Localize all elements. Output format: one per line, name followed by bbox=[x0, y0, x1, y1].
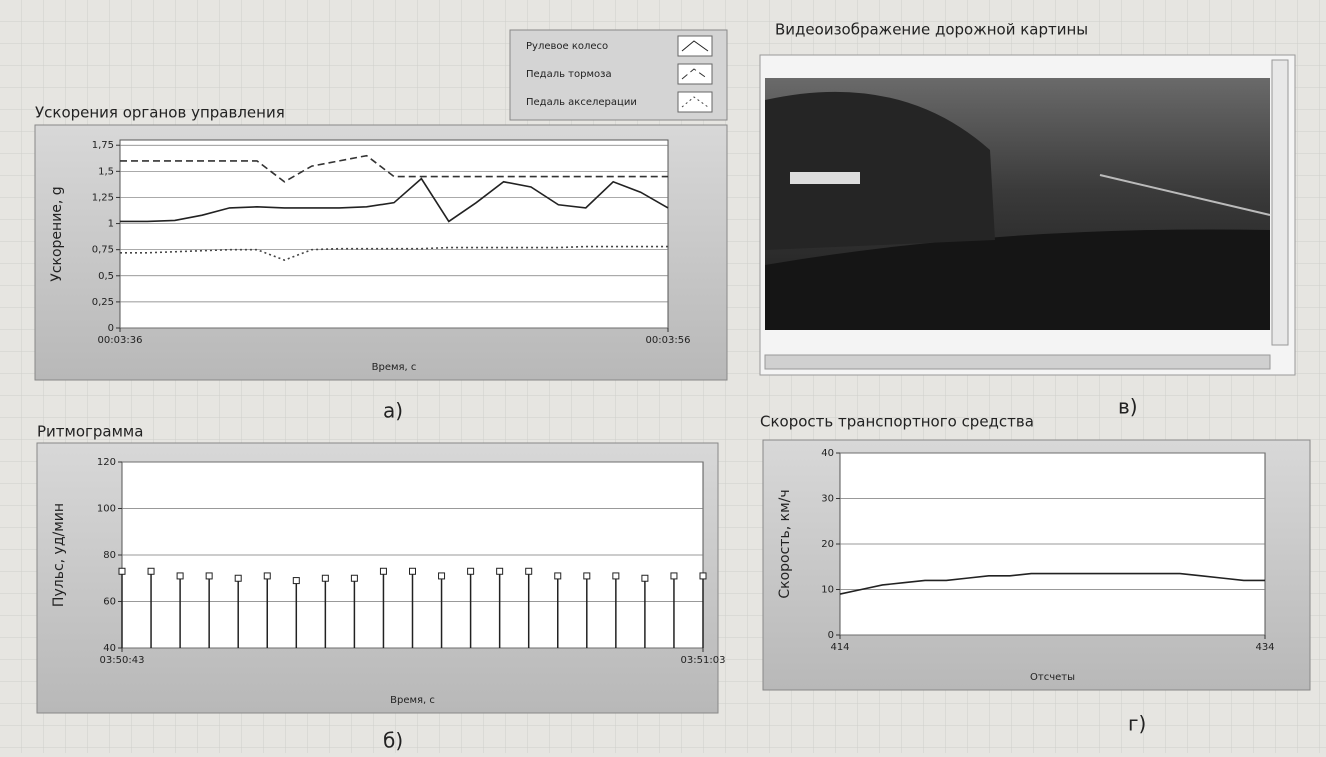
y-axis-label: Скорость, км/ч bbox=[777, 489, 793, 598]
stem-marker bbox=[671, 573, 677, 579]
legend-swatch-box bbox=[678, 92, 712, 112]
stem-marker bbox=[148, 568, 154, 574]
stem-marker bbox=[380, 568, 386, 574]
y-tick-label: 10 bbox=[821, 585, 834, 596]
y-tick-label: 1 bbox=[108, 219, 114, 230]
stem-marker bbox=[235, 575, 241, 581]
y-tick-label: 100 bbox=[97, 504, 116, 515]
legend-swatch-box bbox=[678, 64, 712, 84]
stem-marker bbox=[293, 578, 299, 584]
y-tick-label: 1,25 bbox=[92, 192, 114, 203]
x-axis-label: Время, с bbox=[372, 362, 417, 373]
page: Видеоизображение дорожной картины а) б) … bbox=[0, 0, 1326, 753]
stem-marker bbox=[177, 573, 183, 579]
x-tick-label: 00:03:56 bbox=[646, 335, 691, 346]
y-tick-label: 40 bbox=[821, 448, 834, 459]
legend-swatch-box bbox=[678, 36, 712, 56]
x-tick-label: 03:51:03 bbox=[681, 655, 726, 666]
x-tick-label: 00:03:36 bbox=[98, 335, 143, 346]
caption: б) bbox=[383, 729, 403, 753]
legend-label: Педаль акселерации bbox=[526, 97, 637, 108]
legend-label: Рулевое колесо bbox=[526, 41, 608, 52]
stem-marker bbox=[206, 573, 212, 579]
video-title: Видеоизображение дорожной картины bbox=[775, 21, 1088, 39]
h-scrollbar[interactable] bbox=[765, 355, 1270, 369]
stem-marker bbox=[700, 573, 706, 579]
stem-marker bbox=[439, 573, 445, 579]
x-tick-label: 03:50:43 bbox=[100, 655, 145, 666]
stem-marker bbox=[526, 568, 532, 574]
y-tick-label: 80 bbox=[103, 550, 116, 561]
chart-title: Скорость транспортного средства bbox=[760, 413, 1034, 431]
y-tick-label: 30 bbox=[821, 494, 834, 505]
stem-marker bbox=[468, 568, 474, 574]
v-scrollbar[interactable] bbox=[1272, 60, 1288, 345]
chart-title: Ускорения органов управления bbox=[35, 104, 285, 122]
y-tick-label: 1,5 bbox=[98, 166, 114, 177]
stem-marker bbox=[351, 575, 357, 581]
stem-marker bbox=[555, 573, 561, 579]
stem-marker bbox=[613, 573, 619, 579]
y-axis-label: Пульс, уд/мин bbox=[51, 503, 67, 607]
caption: в) bbox=[1118, 395, 1138, 419]
legend-label: Педаль тормоза bbox=[526, 69, 612, 80]
y-tick-label: 20 bbox=[821, 539, 834, 550]
y-tick-label: 0 bbox=[828, 630, 834, 641]
y-tick-label: 0,75 bbox=[92, 245, 114, 256]
y-tick-label: 0 bbox=[108, 323, 114, 334]
stem-marker bbox=[497, 568, 503, 574]
y-tick-label: 120 bbox=[97, 457, 116, 468]
y-tick-label: 1,75 bbox=[92, 140, 114, 151]
stem-marker bbox=[642, 575, 648, 581]
stem-marker bbox=[264, 573, 270, 579]
x-axis-label: Время, с bbox=[390, 695, 435, 706]
y-tick-label: 60 bbox=[103, 597, 116, 608]
caption: г) bbox=[1128, 712, 1146, 736]
stem-marker bbox=[410, 568, 416, 574]
y-tick-label: 0,25 bbox=[92, 297, 114, 308]
stem-marker bbox=[584, 573, 590, 579]
x-tick-label: 434 bbox=[1255, 642, 1274, 653]
plate bbox=[790, 172, 860, 184]
chart-title: Ритмограмма bbox=[37, 423, 143, 441]
x-axis-label: Отсчеты bbox=[1030, 672, 1075, 683]
stem-marker bbox=[322, 575, 328, 581]
figure: Видеоизображение дорожной картины а) б) … bbox=[0, 0, 1326, 753]
stem-marker bbox=[119, 568, 125, 574]
y-tick-label: 40 bbox=[103, 643, 116, 654]
y-axis-label: Ускорение, g bbox=[49, 186, 65, 281]
caption: а) bbox=[383, 399, 403, 423]
plot-area bbox=[120, 140, 668, 328]
x-tick-label: 414 bbox=[830, 642, 849, 653]
y-tick-label: 0,5 bbox=[98, 271, 114, 282]
